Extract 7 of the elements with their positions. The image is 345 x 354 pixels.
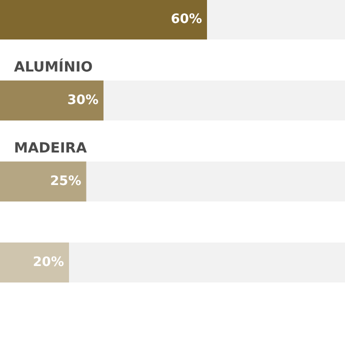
bar <box>0 242 69 282</box>
data-label: 25% <box>50 174 82 189</box>
data-label: 20% <box>32 255 64 270</box>
data-label: 60% <box>170 12 202 27</box>
y-tick-label: MADEIRA <box>14 140 87 156</box>
y-tick-label: ALUMÍNIO <box>14 58 93 76</box>
data-label: 30% <box>67 93 98 108</box>
